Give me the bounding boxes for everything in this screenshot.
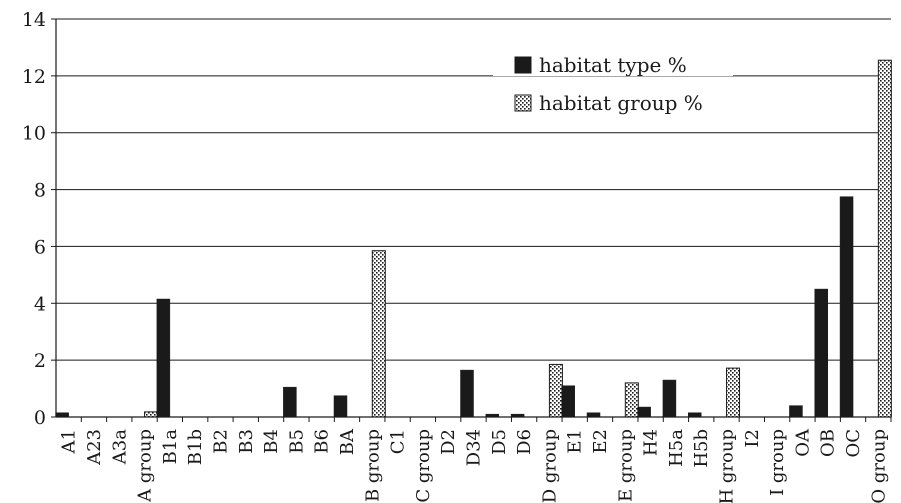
x-tick-label-d34: D34 [464,429,485,466]
bar-habitat-type-ob [814,288,828,418]
bar-habitat-type-d34 [460,369,474,418]
bar-habitat-type-h5a [662,379,677,418]
bar-habitat-group-d-group [548,363,563,418]
x-tick-label-a1: A1 [59,429,80,454]
x-tick-label-oc: OC [843,429,864,458]
x-tick-label-b3: B3 [236,429,257,454]
x-tick-label-b6: B6 [312,429,333,454]
bar-habitat-type-e1 [561,385,575,418]
bar-habitat-group-h-group [726,367,741,418]
legend-entry-bg-habitat-type [493,52,733,76]
bar-habitat-type-oa [789,405,803,418]
legend-swatch-habitat-group [514,94,532,112]
tick-labels: 0 2 4 6 8 10 12 14 A1 A23 A3a A group B1a B1b B2 B3 B4 B5… [22,9,890,503]
y-tick-label-6: 6 [34,236,46,258]
x-tick-label-b2: B2 [210,429,231,454]
legend: habitat type % habitat group % [493,52,733,115]
legend-swatch-habitat-type [514,56,532,74]
bar-habitat-type-h5b [687,412,702,418]
y-tick-label-14: 14 [22,9,46,31]
bar-habitat-type-b5 [283,386,297,418]
bar-habitat-type-oc [839,196,854,418]
bar-habitat-type-h4 [637,406,651,418]
y-tick-label-8: 8 [34,180,46,202]
y-tick-label-0: 0 [34,407,46,429]
axes [51,18,892,422]
x-tick-label-h5a: H5a [666,429,687,467]
x-tick-label-a3a: A3a [109,429,130,465]
legend-label-habitat-group: habitat group % [539,91,703,115]
x-tick-label-d6: D6 [514,429,535,455]
x-tick-label-i2: I2 [742,429,763,448]
x-tick-label-h4: H4 [641,429,662,456]
x-tick-label-i-group: I group [767,429,788,496]
y-tick-label-4: 4 [34,293,46,315]
x-tick-label-oa: OA [792,428,813,457]
gridlines [56,18,891,361]
legend-entry-bg-habitat-group [493,90,733,114]
x-tick-label-o-group: O group [868,429,889,503]
bar-habitat-group-e-group [624,382,639,418]
bar-habitat-group-b-group [371,250,386,418]
y-tick-label-2: 2 [34,350,46,372]
bar-habitat-group-a-group [144,411,159,418]
x-tick-label-b4: B4 [261,429,282,454]
x-tick-label-b5: B5 [286,429,307,454]
x-tick-label-b-group: B group [362,429,383,502]
x-tick-label-d2: D2 [438,429,459,455]
bar-habitat-type-b1a [156,298,171,418]
x-tick-label-ob: OB [818,429,839,457]
bar-habitat-type-a1 [55,412,69,418]
x-tick-label-c1: C1 [388,429,409,454]
x-tick-label-d5: D5 [489,429,510,455]
bar-habitat-group-o-group [877,59,892,418]
x-tick-label-h5b: H5b [691,429,712,468]
x-tick-label-c-group: C group [413,429,434,503]
y-tick-label-12: 12 [22,66,46,88]
x-tick-label-e2: E2 [590,429,611,454]
bar-habitat-type-e2 [586,412,601,418]
x-tick-label-h-group: H group [717,429,738,503]
bars [55,59,892,418]
legend-label-habitat-type: habitat type % [539,53,687,77]
x-tick-label-a-group: A group [135,429,156,503]
x-tick-label-e1: E1 [565,429,586,454]
bar-habitat-type-ba [333,395,348,418]
x-tick-label-ba: BA [337,428,358,455]
x-tick-label-b1a: B1a [160,429,181,465]
x-tick-label-e-group: E group [615,429,636,502]
x-tick-label-b1b: B1b [185,429,206,465]
y-tick-label-10: 10 [22,123,46,145]
x-tick-label-d-group: D group [539,429,560,503]
x-tick-label-a23: A23 [84,429,105,466]
